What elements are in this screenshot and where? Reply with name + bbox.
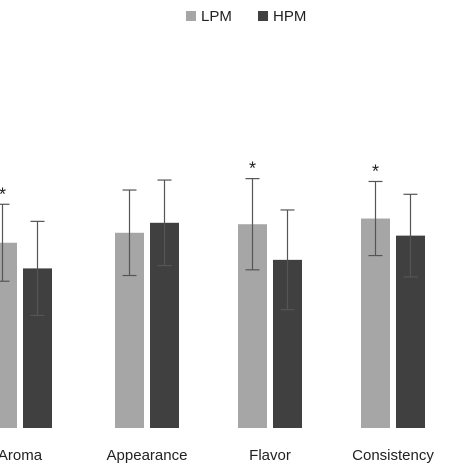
x-axis-tick-labels: Aroma Appearance Flavor Consistency <box>0 447 434 464</box>
legend-swatch-hpm <box>258 11 268 21</box>
significance-mark-lpm-consistency: * <box>372 161 379 181</box>
error-bar-hpm-appearance <box>157 179 172 267</box>
legend-label-lpm: LPM <box>201 8 232 25</box>
significance-mark-group: * * * <box>0 159 379 205</box>
legend-item-hpm: HPM <box>258 8 306 25</box>
x-tick-label-aroma: Aroma <box>0 447 43 464</box>
error-bar-hpm-aroma <box>30 220 45 317</box>
error-bar-lpm-flavor <box>245 178 260 271</box>
legend-item-lpm: LPM <box>186 8 232 25</box>
error-bar-lpm-consistency <box>368 180 383 257</box>
error-bar-group <box>0 178 418 317</box>
bar-group <box>0 218 425 428</box>
significance-mark-lpm-flavor: * <box>249 159 256 179</box>
error-bar-lpm-appearance <box>122 189 137 277</box>
bar-lpm-aroma <box>0 242 17 428</box>
error-bar-lpm-aroma <box>0 203 10 282</box>
significance-mark-lpm-aroma: * <box>0 184 6 204</box>
legend-swatch-lpm <box>186 11 196 21</box>
x-tick-label-consistency: Consistency <box>352 447 434 464</box>
error-bar-hpm-flavor <box>280 209 295 311</box>
error-bar-hpm-consistency <box>403 193 418 278</box>
chart-legend: LPM HPM <box>186 8 306 25</box>
legend-label-hpm: HPM <box>273 8 306 25</box>
x-tick-label-appearance: Appearance <box>107 447 188 464</box>
x-tick-label-flavor: Flavor <box>249 447 291 464</box>
